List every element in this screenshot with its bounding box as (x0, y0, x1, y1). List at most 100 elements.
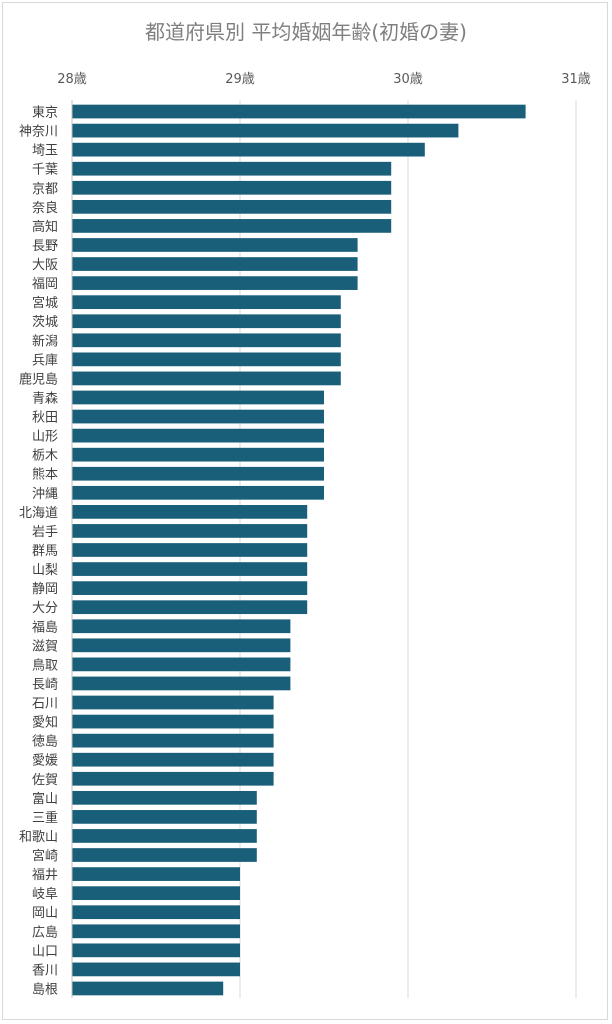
category-label: 島根 (32, 982, 58, 997)
bar (72, 524, 308, 538)
bar (72, 333, 341, 348)
category-label: 東京 (32, 105, 58, 121)
bar (72, 371, 341, 386)
category-label: 滋賀 (32, 639, 58, 654)
bar (72, 829, 257, 843)
category-label: 福島 (32, 620, 58, 635)
bar (72, 123, 459, 138)
category-label: 長崎 (32, 677, 58, 692)
category-label: 北海道 (19, 506, 58, 521)
bar (72, 943, 240, 958)
bar (72, 581, 308, 595)
bar (72, 657, 291, 672)
category-label: 福岡 (32, 277, 58, 292)
bar (72, 600, 308, 615)
category-label: 沖縄 (32, 487, 58, 502)
category-label: 福井 (32, 868, 58, 883)
bar (72, 981, 224, 996)
category-label: 神奈川 (19, 125, 58, 140)
chart-title: 都道府県別 平均婚姻年齢(初婚の妻) (145, 20, 467, 44)
bar (72, 695, 274, 710)
category-label: 愛媛 (32, 754, 58, 769)
bar (72, 238, 358, 252)
category-label: 岐阜 (32, 886, 58, 902)
bar (72, 752, 274, 767)
bar (72, 924, 240, 939)
bar (72, 180, 392, 195)
bar (72, 104, 526, 119)
category-label: 千葉 (32, 163, 58, 178)
category-label: 新潟 (32, 333, 58, 349)
category-label: 茨城 (32, 315, 58, 330)
category-label: 広島 (32, 925, 58, 940)
category-label: 奈良 (32, 200, 58, 216)
bar (72, 142, 425, 157)
category-label: 鹿児島 (19, 371, 58, 387)
bar (72, 409, 324, 424)
category-label: 栃木 (32, 449, 58, 464)
bar (72, 466, 324, 481)
bar (72, 867, 240, 881)
x-tick-label: 31歳 (561, 72, 591, 87)
bar (72, 619, 291, 634)
category-label: 宮崎 (32, 848, 58, 864)
bar (72, 771, 274, 786)
category-label: 愛知 (32, 715, 58, 731)
bar (72, 543, 308, 557)
bar (72, 161, 392, 176)
bar (72, 562, 308, 576)
bar (72, 505, 308, 519)
category-label: 石川 (32, 697, 58, 712)
category-label: 埼玉 (32, 144, 58, 159)
x-tick-label: 28歳 (57, 72, 87, 87)
category-label: 三重 (32, 810, 58, 826)
category-label: 鳥取 (32, 658, 58, 673)
bar (72, 485, 324, 500)
bar (72, 257, 358, 271)
category-label: 京都 (32, 182, 58, 197)
category-label: 岡山 (32, 906, 58, 921)
bar (72, 790, 257, 805)
category-label: 山形 (32, 430, 58, 445)
bar (72, 714, 274, 729)
bar (72, 733, 274, 748)
bar (72, 199, 392, 214)
category-label: 徳島 (32, 735, 58, 750)
bar (72, 905, 240, 920)
x-tick-label: 29歳 (225, 72, 255, 87)
bar (72, 848, 257, 862)
category-label: 大分 (32, 601, 58, 616)
bar (72, 276, 358, 290)
bar (72, 962, 240, 977)
category-label: 大阪 (32, 258, 58, 273)
category-label: 山梨 (32, 563, 58, 578)
category-label: 岩手 (32, 525, 58, 540)
bar (72, 428, 324, 443)
category-label: 静岡 (32, 582, 58, 597)
bar (72, 638, 291, 653)
bar (72, 314, 341, 329)
category-label: 高知 (32, 219, 58, 235)
category-label: 秋田 (32, 411, 58, 426)
category-label: 青森 (32, 391, 58, 406)
category-label: 山口 (32, 944, 58, 959)
bar (72, 810, 257, 824)
bar (72, 886, 240, 901)
category-label: 香川 (32, 963, 58, 978)
category-label: 和歌山 (19, 830, 58, 845)
bar (72, 352, 341, 367)
bar (72, 295, 341, 310)
category-label: 兵庫 (32, 353, 58, 368)
category-label: 熊本 (32, 467, 58, 483)
category-label: 宮城 (32, 295, 58, 311)
category-label: 佐賀 (32, 773, 58, 788)
category-label: 長野 (32, 239, 58, 254)
bar (72, 390, 324, 405)
category-label: 富山 (32, 791, 58, 807)
x-tick-label: 30歳 (393, 72, 423, 87)
bar (72, 447, 324, 462)
category-label: 群馬 (32, 544, 58, 559)
bar (72, 676, 291, 691)
